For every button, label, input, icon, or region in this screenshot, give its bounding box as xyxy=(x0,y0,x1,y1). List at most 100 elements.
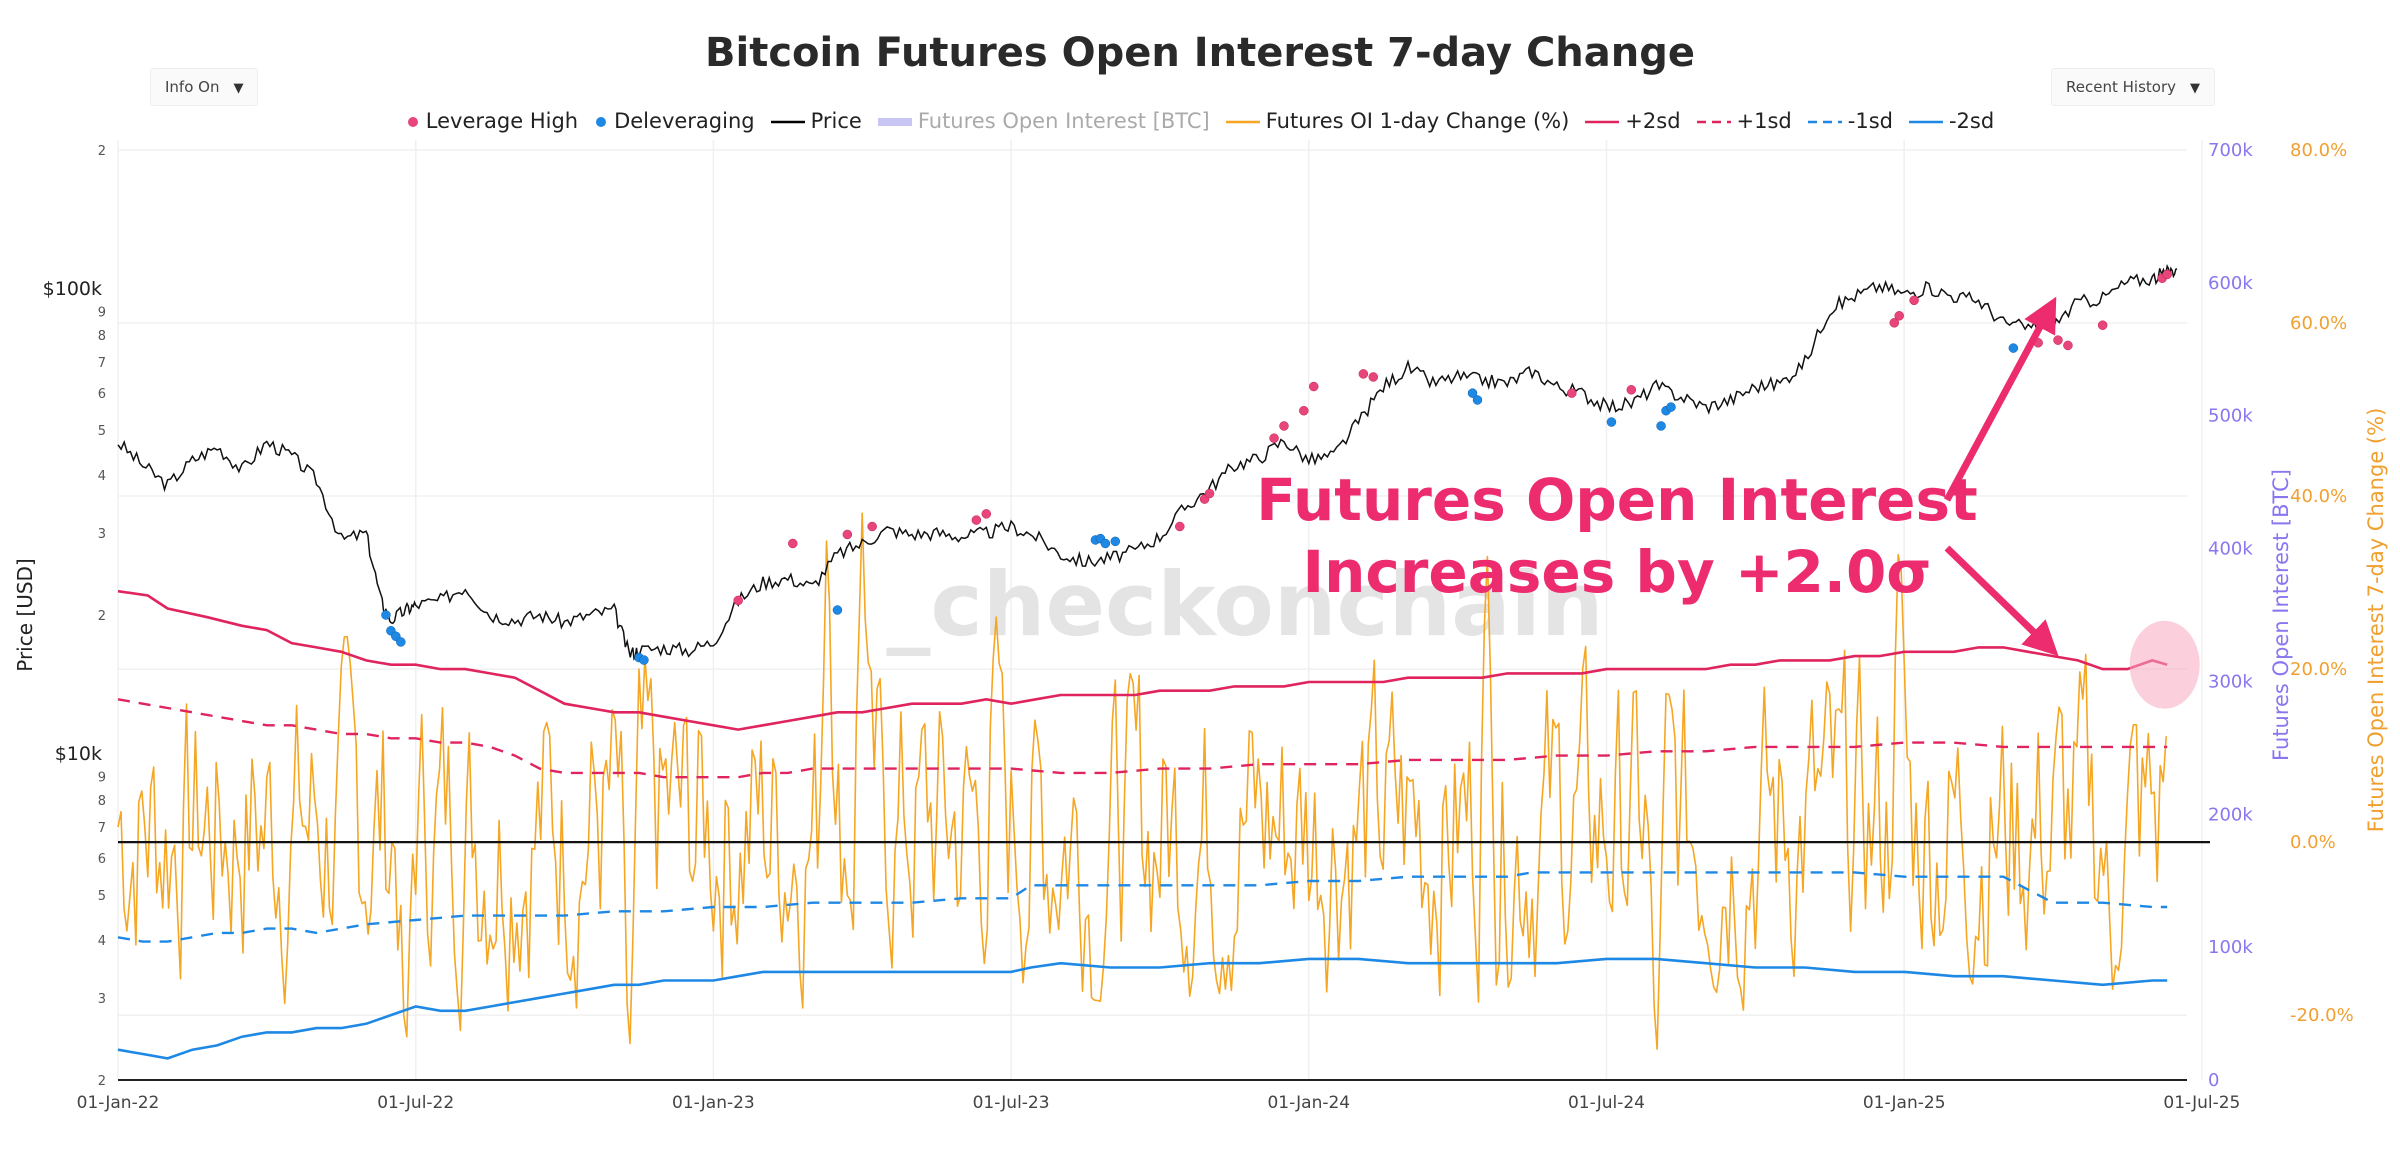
oi-change-series-line xyxy=(117,512,2167,1050)
legend-item-deleveraging[interactable]: Deleveraging xyxy=(594,109,755,133)
legend-label: Price xyxy=(810,109,862,133)
legend-swatch-price xyxy=(770,120,805,124)
legend-item-plus1sd[interactable]: +1sd xyxy=(1696,109,1792,133)
y-left-tick-label: 9 xyxy=(98,770,106,785)
legend-label: Leverage High xyxy=(425,109,579,133)
minus2sd-band-line xyxy=(117,957,2168,1060)
info-dropdown-label: Info On xyxy=(165,78,220,96)
y-right2-tick-label: 0.0% xyxy=(2290,832,2336,853)
leverage-high-marker xyxy=(1204,488,1215,499)
y-right1-tick-label: 200k xyxy=(2208,804,2253,825)
leverage-high-marker xyxy=(1358,369,1369,379)
y-right2-tick-label: 40.0% xyxy=(2290,486,2347,507)
price-series-line xyxy=(117,264,2178,661)
leverage-high-marker xyxy=(788,538,798,549)
history-range-dropdown[interactable]: Recent History ▼ xyxy=(2051,68,2215,106)
leverage-high-marker xyxy=(981,509,992,519)
deleveraging-marker xyxy=(2008,343,2019,353)
legend-band xyxy=(877,118,912,126)
y-left-tick-label: $100k xyxy=(43,278,102,300)
x-tick-label: 01-Jul-22 xyxy=(377,1093,454,1113)
y-right2-tick-label: 80.0% xyxy=(2290,140,2347,161)
plus1sd-band-line xyxy=(117,698,2168,779)
legend-item-leverage_high[interactable]: Leverage High xyxy=(406,109,578,133)
y-left-tick-label: 4 xyxy=(98,934,106,949)
deleveraging-marker xyxy=(1110,536,1121,547)
y-left-tick-label: 6 xyxy=(98,387,106,402)
leverage-high-marker xyxy=(1909,295,1919,306)
info-toggle-dropdown[interactable]: Info On ▼ xyxy=(150,68,259,106)
chart-title: Bitcoin Futures Open Interest 7-day Chan… xyxy=(705,30,1695,76)
history-dropdown-label: Recent History xyxy=(2066,78,2176,96)
chevron-down-icon: ▼ xyxy=(2190,81,2200,96)
legend-swatch-oi_change xyxy=(1225,120,1260,124)
leverage-high-marker xyxy=(1626,385,1637,395)
legend-dot xyxy=(596,117,607,127)
y-right1-tick-label: 600k xyxy=(2208,273,2253,294)
y-right1-tick-label: 100k xyxy=(2208,937,2253,958)
y-left-tick-label: 2 xyxy=(98,1074,106,1089)
y-right2-tick-label: 20.0% xyxy=(2290,659,2347,680)
deleveraging-marker xyxy=(1100,538,1111,549)
leverage-high-marker xyxy=(1299,405,1309,416)
leverage-high-marker xyxy=(1269,433,1279,443)
legend-label: -2sd xyxy=(1948,109,1995,133)
legend-item-futures_oi[interactable]: Futures Open Interest [BTC] xyxy=(877,109,1210,133)
x-tick-label: 01-Jul-24 xyxy=(1568,1093,1645,1113)
legend-item-oi_change[interactable]: Futures OI 1-day Change (%) xyxy=(1225,109,1570,133)
y-right1-tick-label: 0 xyxy=(2208,1070,2219,1091)
deleveraging-marker xyxy=(1467,388,1478,398)
legend-item-price[interactable]: Price xyxy=(770,109,862,133)
y-left-tick-label: 3 xyxy=(98,527,106,542)
legend-swatch-minus2sd xyxy=(1908,120,1943,124)
leverage-high-marker xyxy=(2097,320,2108,330)
y-left-tick-label: 8 xyxy=(98,794,106,809)
deleveraging-marker xyxy=(1666,402,1676,412)
deleveraging-marker xyxy=(1472,395,1483,405)
y-right1-tick-label: 500k xyxy=(2208,406,2253,427)
legend-swatch-plus1sd xyxy=(1696,120,1731,124)
legend-label: Futures OI 1-day Change (%) xyxy=(1265,109,1570,133)
leverage-high-marker xyxy=(1175,521,1185,532)
y-left-tick-label: 7 xyxy=(98,821,106,836)
deleveraging-marker xyxy=(381,610,391,620)
annotation-arrow-down xyxy=(1944,545,2059,657)
y-left-tick-label: 2 xyxy=(98,609,106,624)
plus2sd-band-line xyxy=(117,589,2168,731)
x-tick-label: 01-Jan-22 xyxy=(77,1093,160,1113)
y-left-axis-title: Price [USD] xyxy=(13,558,37,672)
leverage-high-marker xyxy=(1368,372,1379,382)
y-right1-axis-title: Futures Open Interest [BTC] xyxy=(2269,469,2293,761)
y-left-tick-label: 9 xyxy=(98,305,106,320)
deleveraging-marker xyxy=(396,637,406,647)
legend-label: Futures Open Interest [BTC] xyxy=(917,109,1210,133)
legend-item-minus2sd[interactable]: -2sd xyxy=(1908,109,1995,133)
y-right1-tick-label: 700k xyxy=(2208,140,2253,161)
leverage-high-marker xyxy=(1889,318,1900,328)
leverage-high-marker xyxy=(1894,311,1904,321)
leverage-high-marker xyxy=(2162,269,2172,280)
minus1sd-band-line xyxy=(117,871,2168,943)
y-right2-axis-title: Futures Open Interest 7-day Change (%) xyxy=(2364,408,2388,833)
deleveraging-marker xyxy=(1656,421,1666,431)
annotation-arrow-up xyxy=(1943,296,2057,502)
y-right2-tick-label: 60.0% xyxy=(2290,313,2347,334)
annotation-text-line2: Increases by +2.0σ xyxy=(1303,538,1932,606)
leverage-high-marker xyxy=(867,521,877,532)
legend-label: Deleveraging xyxy=(614,109,755,133)
y-left-tick-label: 7 xyxy=(98,356,106,371)
leverage-high-marker xyxy=(971,515,982,525)
x-tick-label: 01-Jan-24 xyxy=(1267,1093,1350,1113)
y-left-tick-label: 5 xyxy=(98,889,106,904)
y-left-tick-label: 3 xyxy=(98,992,106,1007)
legend-item-plus2sd[interactable]: +2sd xyxy=(1585,109,1681,133)
y-left-tick-label: 8 xyxy=(98,329,106,344)
legend-item-minus1sd[interactable]: -1sd xyxy=(1807,109,1893,133)
legend-dot xyxy=(407,117,418,127)
y-left-tick-label: $10k xyxy=(55,743,102,765)
chart-legend: Leverage High Deleveraging Price Futures Op… xyxy=(0,108,2400,133)
x-tick-label: 01-Jan-23 xyxy=(672,1093,755,1113)
leverage-high-marker xyxy=(1567,388,1577,398)
x-tick-label: 01-Jul-25 xyxy=(2163,1093,2240,1113)
legend-swatch-deleveraging xyxy=(596,117,607,127)
